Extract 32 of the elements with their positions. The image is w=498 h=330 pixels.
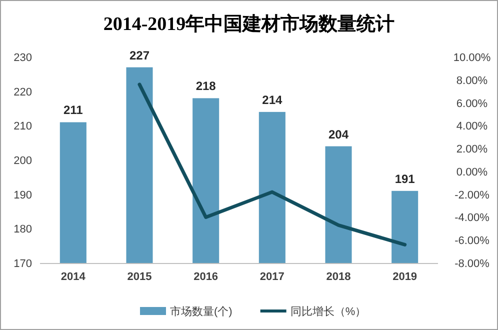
data-label: 227 bbox=[129, 48, 150, 62]
y2-tick-label: -8.00% bbox=[454, 258, 490, 270]
y2-tick-label: -4.00% bbox=[454, 212, 490, 224]
y-tick-label: 170 bbox=[14, 258, 32, 270]
data-label: 211 bbox=[63, 103, 84, 118]
y-tick-label: 220 bbox=[14, 86, 32, 98]
y-tick-label: 200 bbox=[14, 155, 32, 167]
data-label: 204 bbox=[328, 127, 349, 142]
y2-tick-label: 8.00% bbox=[456, 74, 488, 87]
data-label: 214 bbox=[262, 92, 282, 107]
y2-tick-label: -6.00% bbox=[454, 235, 490, 248]
x-tick-label: 2014 bbox=[60, 271, 86, 283]
y2-tick-label: 10.00% bbox=[453, 52, 491, 64]
y-tick-label: 180 bbox=[14, 224, 32, 236]
legend-label: 同比增长（%） bbox=[290, 305, 366, 318]
y2-tick-label: 0.00% bbox=[456, 166, 488, 178]
y-tick-label: 190 bbox=[14, 189, 32, 202]
x-tick-label: 2017 bbox=[260, 271, 284, 283]
y-tick-label: 230 bbox=[14, 52, 32, 64]
x-tick-label: 2019 bbox=[392, 271, 418, 283]
x-tick-label: 2015 bbox=[127, 271, 152, 283]
legend-label: 市场数量(个) bbox=[170, 305, 232, 318]
x-tick-label: 2016 bbox=[194, 271, 218, 283]
x-tick-label: 2018 bbox=[326, 271, 351, 283]
y2-tick-label: 2.00% bbox=[456, 144, 488, 156]
data-label: 191 bbox=[394, 172, 416, 186]
y-tick-label: 210 bbox=[14, 120, 32, 133]
y2-tick-label: 6.00% bbox=[456, 98, 488, 110]
chart-title: 2014-2019年中国建材市场数量统计 bbox=[103, 13, 395, 35]
y2-tick-label: -2.00% bbox=[454, 189, 490, 202]
y2-tick-label: 4.00% bbox=[456, 120, 488, 133]
data-label: 218 bbox=[196, 79, 216, 94]
